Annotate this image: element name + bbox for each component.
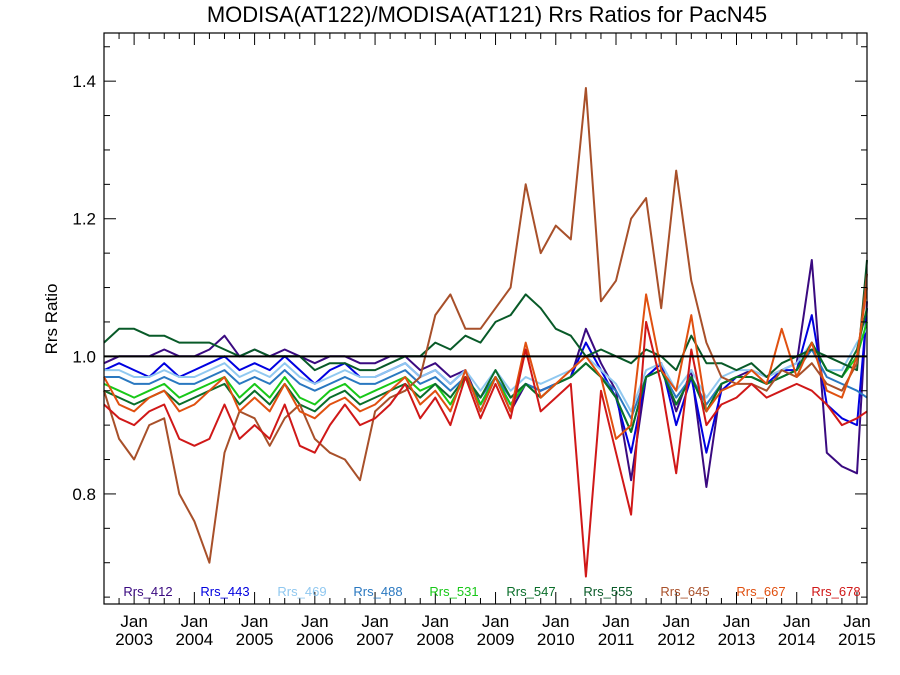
y-tick-label: 1.0: [72, 347, 96, 366]
x-tick-year: 2011: [598, 630, 635, 649]
legend-item-rrs-678: Rrs_678: [811, 584, 860, 599]
series-line-rrs-469: [104, 328, 868, 413]
x-tick-month: Jan: [663, 612, 690, 631]
legend-item-rrs-488: Rrs_488: [353, 584, 402, 599]
axes-frame: [103, 32, 868, 605]
x-tick-month: Jan: [843, 612, 870, 631]
x-tick-month: Jan: [301, 612, 328, 631]
legend-item-rrs-645: Rrs_645: [660, 584, 709, 599]
y-tick-label: 0.8: [72, 485, 96, 504]
x-tick-month: Jan: [241, 612, 268, 631]
x-tick-year: 2009: [477, 630, 515, 649]
x-tick-year: 2014: [778, 630, 816, 649]
legend-item-rrs-469: Rrs_469: [277, 584, 326, 599]
legend-item-rrs-443: Rrs_443: [200, 584, 249, 599]
x-tick-year: 2004: [175, 630, 213, 649]
y-axis-ticks: 0.8 1.0 1.2 1.4: [72, 46, 867, 598]
legend-item-rrs-667: Rrs_667: [736, 584, 785, 599]
x-tick-year: 2013: [718, 630, 756, 649]
x-tick-year: 2008: [416, 630, 454, 649]
x-tick-month: Jan: [783, 612, 810, 631]
x-tick-month: Jan: [181, 612, 208, 631]
plot-frame: [103, 32, 868, 605]
legend-item-rrs-555: Rrs_555: [583, 584, 632, 599]
x-tick-month: Jan: [361, 612, 388, 631]
y-tick-label: 1.2: [72, 210, 96, 229]
chart-title: MODISA(AT122)/MODISA(AT121) Rrs Ratios f…: [207, 2, 767, 27]
legend: Rrs_412 Rrs_443 Rrs_469 Rrs_488 Rrs_531 Rrs_5…: [123, 584, 860, 599]
x-tick-month: Jan: [602, 612, 629, 631]
y-tick-label: 1.4: [72, 72, 96, 91]
x-tick-year: 2003: [115, 630, 153, 649]
x-tick-month: Jan: [482, 612, 509, 631]
x-tick-month: Jan: [542, 612, 569, 631]
x-axis-ticks: Jan2003Jan2004Jan2005Jan2006Jan2007Jan20…: [103, 33, 876, 649]
x-tick-year: 2006: [296, 630, 334, 649]
series-line-rrs-555: [103, 259, 868, 378]
legend-item-rrs-412: Rrs_412: [123, 584, 172, 599]
x-tick-month: Jan: [723, 612, 750, 631]
legend-item-rrs-547: Rrs_547: [506, 584, 555, 599]
series-line-rrs-678: [103, 320, 868, 578]
x-tick-year: 2012: [657, 630, 695, 649]
x-tick-month: Jan: [422, 612, 449, 631]
x-tick-year: 2010: [537, 630, 575, 649]
x-tick-month: Jan: [120, 612, 147, 631]
legend-item-rrs-531: Rrs_531: [429, 584, 478, 599]
y-axis-label: Rrs Ratio: [42, 284, 61, 355]
series-line-rrs-667: [103, 287, 868, 440]
x-tick-year: 2015: [838, 630, 876, 649]
x-tick-year: 2005: [236, 630, 274, 649]
x-tick-year: 2007: [356, 630, 394, 649]
series-lines: [103, 87, 868, 578]
series-line-rrs-645: [103, 87, 868, 564]
